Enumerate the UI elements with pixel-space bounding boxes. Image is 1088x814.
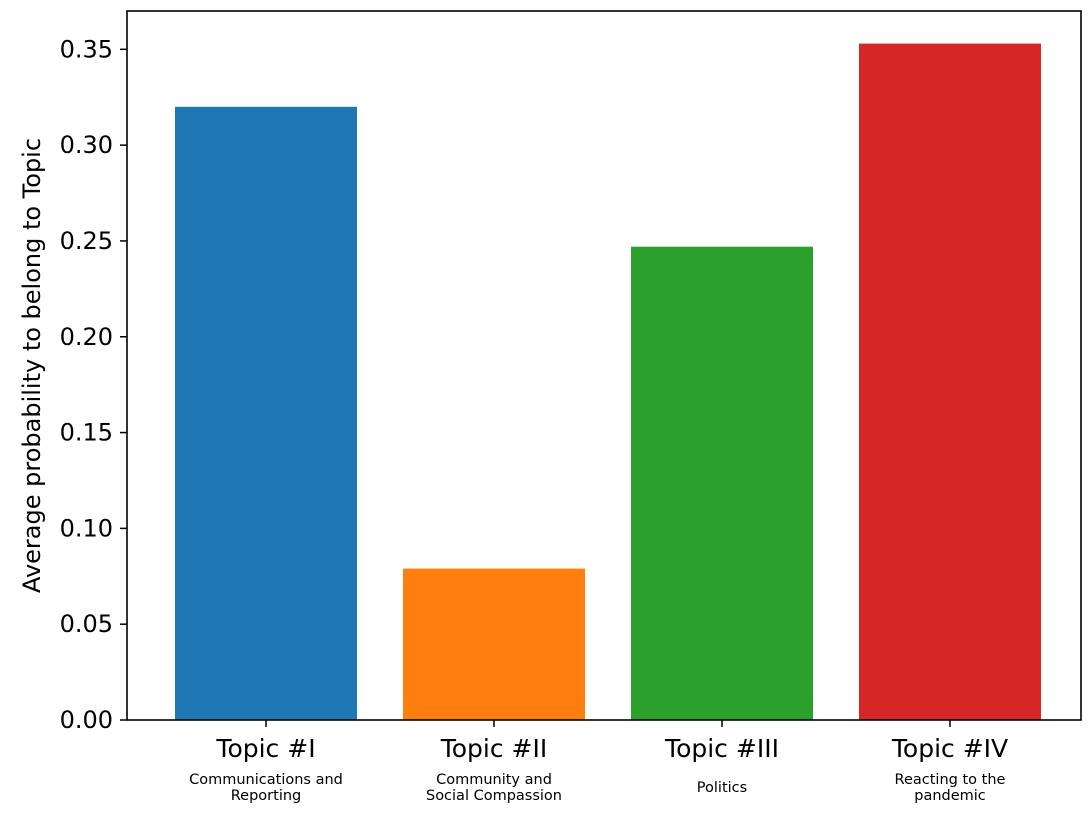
bar-topic-1: [175, 106, 357, 721]
x-sublabel: Reporting: [231, 788, 302, 804]
y-tick-label: 0.20: [60, 323, 113, 351]
x-sublabel: Communications and: [189, 772, 343, 788]
y-tick-label: 0.30: [60, 131, 113, 159]
x-sublabel: pandemic: [914, 788, 986, 804]
bar-topic-4: [859, 43, 1041, 720]
y-tick-label: 0.10: [60, 514, 113, 542]
x-tick-label: Topic #I: [215, 734, 315, 763]
y-tick-label: 0.05: [60, 610, 113, 638]
y-tick-label: 0.35: [60, 35, 113, 63]
y-tick-label: 0.15: [60, 419, 113, 447]
x-tick-label: Topic #III: [664, 734, 779, 763]
y-axis-title: Average probability to belong to Topic: [18, 138, 46, 593]
x-tick-label: Topic #II: [440, 734, 548, 763]
x-sublabel: Social Compassion: [426, 788, 562, 804]
x-sublabel: Community and: [436, 772, 552, 788]
y-tick-label: 0.00: [60, 706, 113, 734]
x-sublabel: Politics: [697, 780, 747, 796]
y-tick-label: 0.25: [60, 227, 113, 255]
bar-topic-3: [631, 246, 813, 721]
x-tick-label: Topic #IV: [891, 734, 1008, 763]
plot-frame: [126, 10, 1082, 721]
bar-topic-2: [403, 568, 585, 720]
x-sublabel: Reacting to the: [895, 772, 1006, 788]
